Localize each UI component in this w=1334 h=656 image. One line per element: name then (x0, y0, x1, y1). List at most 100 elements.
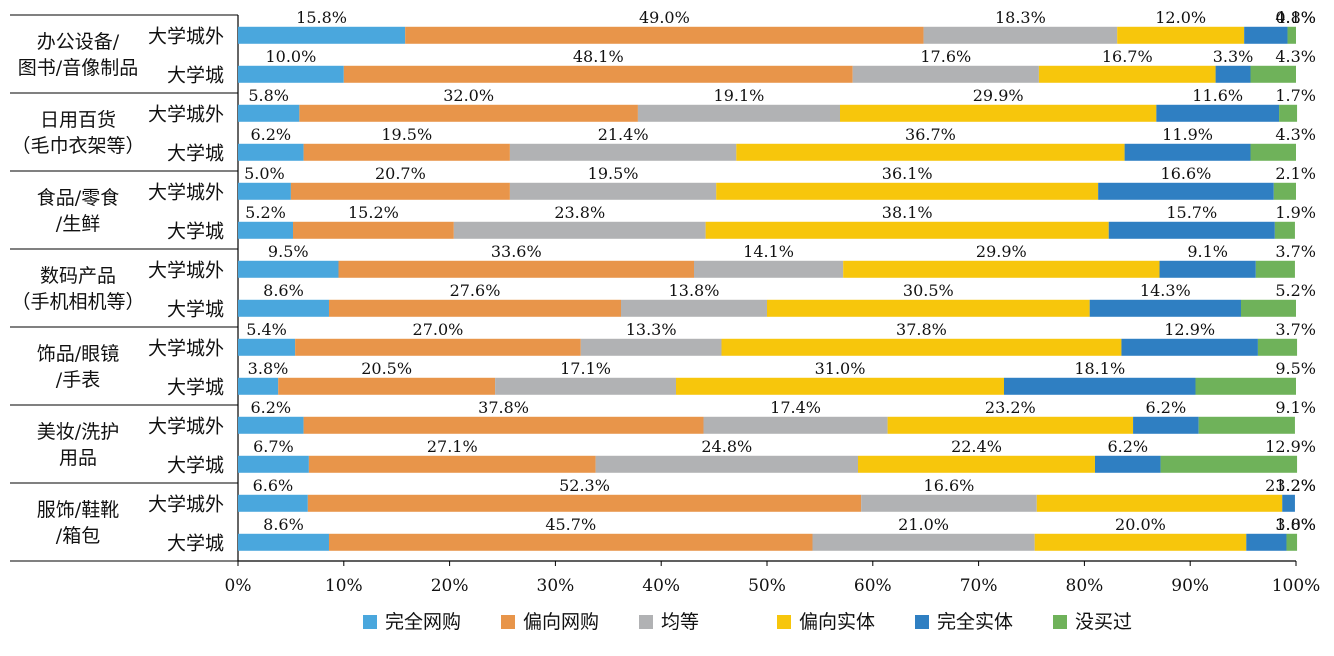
data-label: 24.8% (701, 437, 752, 456)
data-label: 37.8% (896, 320, 947, 339)
data-label: 3.3% (1213, 47, 1254, 66)
group-label: 美妆/洗护 (37, 421, 119, 443)
bar-segment (721, 338, 1122, 356)
data-label: 16.6% (924, 476, 975, 495)
legend-entry: 偏向网购 (523, 611, 599, 633)
data-label: 37.8% (478, 398, 529, 417)
x-tick-label: 0% (225, 576, 252, 596)
row-label: 大学城 (167, 298, 224, 320)
bar-segment (1117, 26, 1245, 44)
group-label: 图书/音像制品 (18, 57, 138, 79)
data-label: 48.1% (573, 47, 624, 66)
bar-segment (1250, 65, 1296, 83)
data-label: 52.3% (559, 476, 610, 495)
bar-segment (238, 143, 304, 161)
data-label: 36.7% (905, 125, 956, 144)
row-label: 大学城外 (148, 337, 224, 359)
bar-segment (1279, 104, 1298, 122)
bar-segment (238, 104, 300, 122)
data-label: 4.3% (1275, 47, 1316, 66)
data-label: 19.1% (714, 86, 765, 105)
bar-segment (1215, 65, 1251, 83)
x-tick-label: 40% (642, 576, 680, 596)
bar-segment (1257, 338, 1298, 356)
bar-segment (338, 260, 694, 278)
bar-segment (1038, 65, 1216, 83)
group-label: 数码产品 (40, 265, 116, 287)
row-label: 大学城外 (148, 415, 224, 437)
data-label: 19.5% (381, 125, 432, 144)
data-label: 9.1% (1187, 242, 1228, 261)
bar-segment (843, 260, 1160, 278)
data-label: 23.2% (1265, 476, 1316, 495)
bar-segment (293, 221, 454, 239)
data-label: 38.1% (882, 203, 933, 222)
row-label: 大学城外 (148, 25, 224, 47)
data-label: 5.8% (248, 86, 289, 105)
bar-segment (238, 182, 291, 200)
data-label: 10.0% (265, 47, 316, 66)
group-label: /箱包 (56, 525, 100, 547)
bar-segment (1098, 182, 1274, 200)
bar-segment (308, 455, 596, 473)
data-label: 3.8% (248, 359, 289, 378)
bar-segment (1124, 143, 1251, 161)
legend-swatch (363, 615, 377, 629)
legend-swatch (501, 615, 515, 629)
data-label: 29.9% (976, 242, 1027, 261)
data-label: 18.3% (995, 8, 1046, 27)
bar-segment (238, 455, 309, 473)
legend-entry: 偏向实体 (799, 611, 875, 633)
group-label: （手机相机等） (11, 291, 144, 313)
x-tick-label: 10% (325, 576, 363, 596)
x-tick-label: 60% (854, 576, 892, 596)
data-label: 12.0% (1155, 8, 1206, 27)
data-label: 1.2% (1275, 476, 1316, 495)
data-label: 6.6% (253, 476, 294, 495)
bar-segment (307, 494, 862, 512)
data-label: 9.5% (1275, 359, 1316, 378)
bar-segment (767, 299, 1090, 317)
data-label: 20.7% (375, 164, 426, 183)
bar-segment (238, 299, 329, 317)
data-label: 17.4% (770, 398, 821, 417)
row-label: 大学城 (167, 454, 224, 476)
bar-segment (1287, 26, 1296, 44)
data-label: 8.6% (263, 515, 304, 534)
data-label: 21.4% (598, 125, 649, 144)
data-label: 27.1% (427, 437, 478, 456)
group-label: /手表 (56, 369, 100, 391)
data-label: 6.2% (250, 398, 291, 417)
data-label: 15.7% (1166, 203, 1217, 222)
bar-segment (716, 182, 1099, 200)
data-label: 14.3% (1140, 281, 1191, 300)
data-label: 4.3% (1275, 125, 1316, 144)
bar-segment (705, 221, 1109, 239)
data-label: 30.5% (903, 281, 954, 300)
bar-segment (509, 182, 717, 200)
bar-segment (852, 65, 1039, 83)
data-label: 14.1% (743, 242, 794, 261)
data-label: 19.5% (588, 164, 639, 183)
group-label: 饰品/眼镜 (37, 343, 119, 365)
data-label: 36.1% (882, 164, 933, 183)
bar-segment (1282, 494, 1295, 512)
data-label: 27.0% (413, 320, 464, 339)
data-label: 17.6% (920, 47, 971, 66)
bar-segment (238, 221, 294, 239)
bar-segment (303, 416, 704, 434)
legend-swatch (639, 615, 653, 629)
bar-segment (238, 260, 339, 278)
legend-entry: 完全实体 (937, 611, 1013, 633)
data-label: 16.6% (1161, 164, 1212, 183)
data-label: 16.7% (1102, 47, 1153, 66)
bar-segment (1159, 260, 1256, 278)
bar-segment (595, 455, 858, 473)
bar-segment (1198, 416, 1295, 434)
data-label: 5.4% (246, 320, 287, 339)
group-label: 办公设备/ (37, 31, 120, 53)
bar-segment (238, 416, 304, 434)
x-tick-label: 90% (1171, 576, 1209, 596)
